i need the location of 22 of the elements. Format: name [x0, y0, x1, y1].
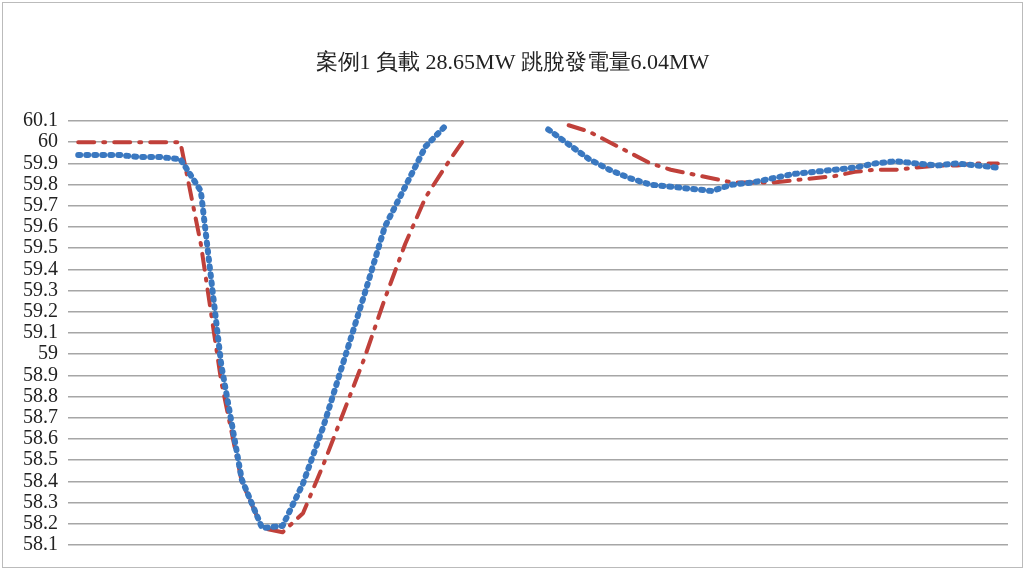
y-tick-label: 58.8: [23, 383, 58, 406]
y-tick-label: 59.3: [23, 277, 58, 300]
y-tick-label: 59.8: [23, 171, 58, 194]
y-tick-label: 59.9: [23, 150, 58, 173]
y-tick-label: 58.6: [23, 426, 58, 449]
y-tick-label: 58.5: [23, 447, 58, 470]
y-tick-label: 58.4: [23, 468, 58, 491]
y-tick-label: 59: [38, 341, 58, 364]
y-tick-label: 59.1: [23, 320, 58, 343]
y-tick-label: 58.3: [23, 489, 58, 512]
y-tick-label: 58.2: [23, 511, 58, 534]
y-tick-label: 60: [38, 129, 58, 152]
y-tick-label: 59.5: [23, 235, 58, 258]
y-tick-label: 58.1: [23, 532, 58, 555]
y-tick-label: 59.7: [23, 193, 58, 216]
y-tick-label: 58.9: [23, 362, 58, 385]
y-tick-label: 58.7: [23, 405, 58, 428]
chart-title: 案例1 負載 28.65MW 跳脫發電量6.04MW: [314, 48, 711, 76]
y-tick-label: 59.6: [23, 214, 58, 237]
y-tick-label: 60.1: [23, 108, 58, 131]
y-tick-label: 59.2: [23, 299, 58, 322]
y-tick-label: 59.4: [23, 256, 58, 279]
